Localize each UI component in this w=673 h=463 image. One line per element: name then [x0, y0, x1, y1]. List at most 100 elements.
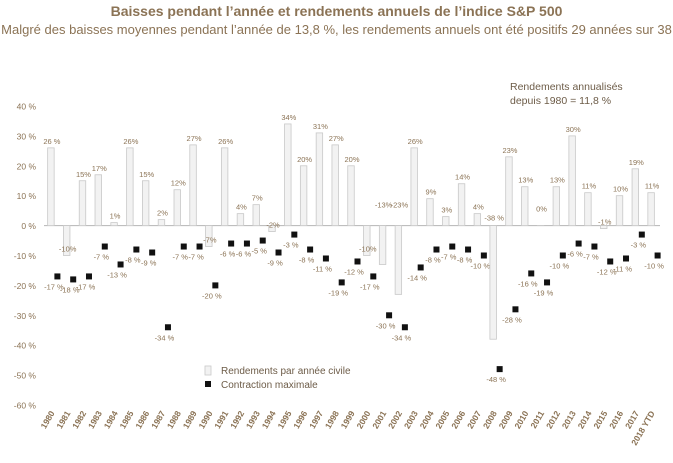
- return-bar: [110, 222, 118, 227]
- drawdown-label: -30 %: [376, 321, 396, 330]
- return-bar: [284, 123, 292, 227]
- return-bar: [47, 147, 55, 226]
- drawdown-marker: [133, 246, 140, 253]
- return-bar: [252, 204, 260, 226]
- return-label: 14%: [455, 173, 470, 182]
- x-tick-label: 2003: [402, 409, 420, 431]
- drawdown-marker: [354, 258, 361, 265]
- drawdown-marker: [338, 279, 345, 286]
- return-label: 15%: [76, 170, 91, 179]
- drawdown-marker: [433, 246, 440, 253]
- y-tick-label: 10 %: [17, 191, 37, 201]
- drawdown-label: -9 %: [267, 259, 283, 268]
- legend-label-returns: Rendements par année civile: [221, 366, 351, 377]
- drawdown-label: -8 %: [125, 256, 141, 265]
- drawdown-marker: [164, 324, 171, 331]
- return-label: -10%: [359, 245, 377, 254]
- drawdown-label: -34 %: [155, 333, 175, 342]
- drawdown-marker: [465, 246, 472, 253]
- drawdown-marker: [275, 249, 282, 256]
- return-bar: [205, 225, 213, 247]
- drawdown-label: -34 %: [392, 333, 412, 342]
- drawdown-marker: [544, 279, 551, 286]
- legend-swatch-drawdown: [205, 381, 211, 387]
- return-label: 27%: [329, 134, 344, 143]
- y-tick-label: 40 %: [17, 102, 37, 112]
- return-label: 30%: [566, 125, 581, 134]
- return-label: 3%: [441, 206, 452, 215]
- drawdown-label: -12 %: [344, 267, 364, 276]
- drawdown-marker: [101, 243, 108, 250]
- y-tick-label: -50 %: [14, 371, 37, 381]
- drawdown-label: -14 %: [407, 273, 427, 282]
- return-bar: [442, 216, 450, 227]
- drawdown-marker: [196, 243, 203, 250]
- x-tick-label: 2010: [512, 409, 530, 431]
- drawdown-label: -11 %: [613, 264, 632, 273]
- drawdown-label: -7 %: [94, 253, 110, 262]
- return-label: 20%: [297, 155, 312, 164]
- return-bar: [94, 174, 102, 227]
- return-bar: [505, 156, 513, 226]
- return-label: 27%: [187, 134, 202, 143]
- return-bar: [473, 213, 482, 226]
- drawdown-label: -8 %: [457, 256, 473, 265]
- legend-label-drawdown: Contraction maximale: [221, 380, 318, 391]
- x-tick-label: 1981: [54, 409, 72, 431]
- drawdown-marker: [149, 249, 156, 256]
- drawdown-label: -6 %: [236, 250, 252, 259]
- drawdown-label: -7 %: [583, 253, 599, 262]
- return-bar: [521, 186, 529, 226]
- x-tick-label: 2016: [607, 409, 625, 431]
- drawdown-marker: [291, 231, 298, 238]
- return-label: 17%: [92, 164, 107, 173]
- legend-swatch-returns: [204, 365, 212, 376]
- x-tick-label: 1984: [102, 409, 120, 431]
- x-tick-label: 1983: [86, 409, 104, 431]
- return-bar: [236, 213, 245, 226]
- return-bar: [268, 225, 276, 232]
- drawdown-label: -6 %: [567, 250, 583, 259]
- return-label: -38 %: [484, 214, 504, 223]
- drawdown-marker: [70, 276, 77, 283]
- return-label: 9%: [426, 188, 437, 197]
- return-label: 26%: [123, 137, 138, 146]
- x-tick-label: 1982: [70, 409, 88, 431]
- x-tick-label: 1995: [275, 409, 293, 431]
- x-tick-label: 1993: [244, 409, 262, 431]
- x-tick-label: 2011: [528, 409, 546, 430]
- annualized-return-note: Rendements annualisés depuis 1980 = 11,8…: [510, 80, 660, 108]
- x-tick-label: 1992: [228, 409, 246, 431]
- return-label: 26 %: [43, 137, 60, 146]
- return-label: 10%: [613, 185, 628, 194]
- return-label: 26%: [218, 137, 233, 146]
- drawdown-marker: [512, 306, 519, 313]
- return-bar: [157, 219, 166, 226]
- drawdown-label: -7 %: [188, 253, 204, 262]
- drawdown-label: -48 %: [486, 375, 506, 384]
- return-bar: [78, 180, 87, 226]
- return-bar: [457, 183, 466, 227]
- drawdown-marker: [654, 252, 661, 259]
- drawdown-marker: [480, 252, 487, 259]
- return-bar: [189, 144, 197, 226]
- return-label: 15%: [139, 170, 154, 179]
- y-tick-label: -10 %: [14, 251, 37, 261]
- return-label: -23%: [391, 201, 409, 210]
- x-tick-label: 1990: [196, 409, 214, 431]
- drawdown-marker: [528, 270, 535, 277]
- x-tick-label: 1980: [39, 409, 57, 431]
- return-label: 26%: [408, 137, 423, 146]
- y-tick-label: 20 %: [17, 161, 37, 171]
- drawdown-label: -16 %: [518, 279, 538, 288]
- return-bar: [173, 189, 181, 227]
- return-label: -10%: [59, 245, 77, 254]
- annot-line-1: Rendements annualisés: [510, 81, 623, 93]
- return-label: 0%: [536, 205, 547, 214]
- return-bar: [568, 135, 576, 226]
- drawdown-label: -28 %: [502, 315, 522, 324]
- drawdown-label: -20 %: [202, 291, 222, 300]
- drawdown-label: -3 %: [283, 241, 299, 250]
- x-tick-label: 2013: [560, 409, 578, 431]
